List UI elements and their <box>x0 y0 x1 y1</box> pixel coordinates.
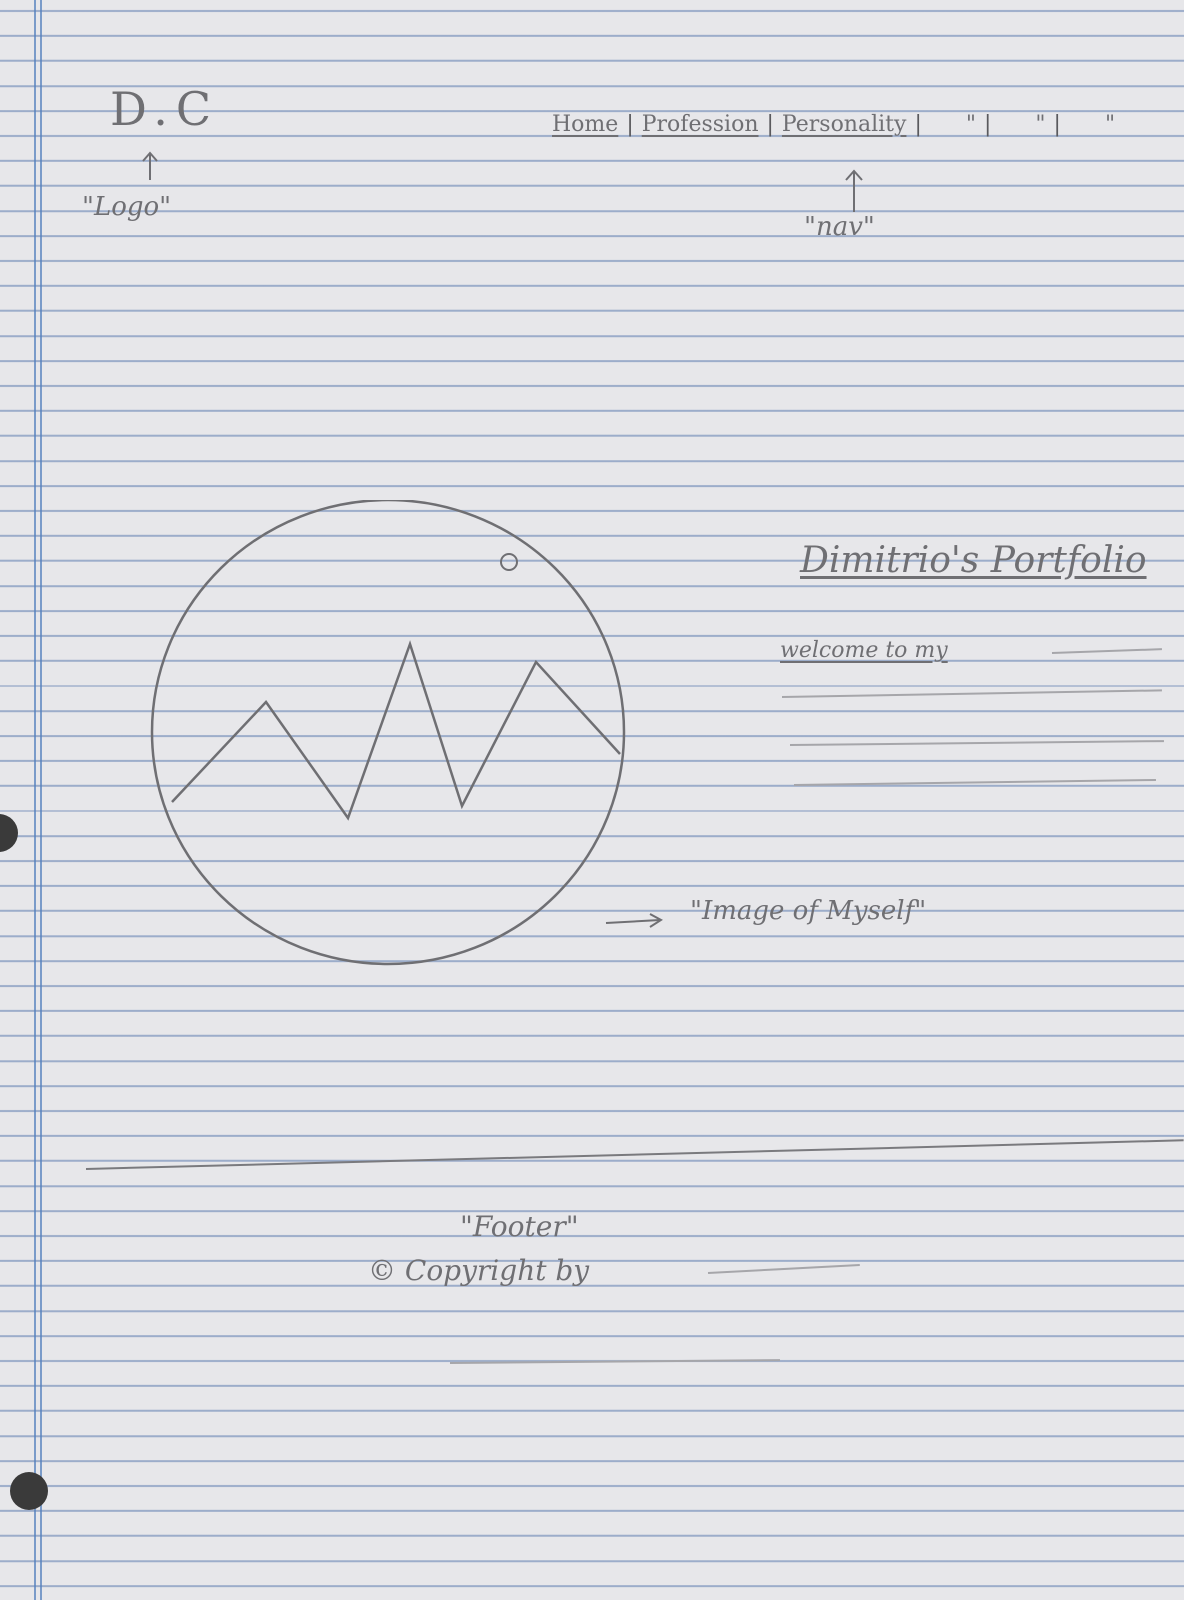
binder-hole <box>0 814 18 852</box>
nav-bar: Home | Profession | Personality | " | " | " <box>548 112 1119 137</box>
footer-divider <box>85 1139 1184 1170</box>
text-placeholder-line <box>793 778 1156 786</box>
up-arrow-icon <box>845 169 863 212</box>
logo[interactable]: D.C <box>110 82 220 136</box>
nav-item-placeholder[interactable]: " <box>1035 112 1046 137</box>
hero-intro-text: welcome to my <box>780 638 948 663</box>
text-placeholder-line <box>789 740 1164 746</box>
up-arrow-icon <box>142 151 158 180</box>
text-placeholder-line <box>449 1359 780 1364</box>
binder-hole <box>10 1472 48 1510</box>
nav-item-profession[interactable]: Profession <box>641 112 759 137</box>
margin-line <box>40 0 42 1600</box>
image-annotation: "Image of Myself" <box>690 896 927 926</box>
nav-item-home[interactable]: Home <box>552 112 619 137</box>
nav-item-placeholder[interactable]: " <box>965 112 976 137</box>
nav-annotation: "nav" <box>804 212 875 242</box>
logo-annotation: "Logo" <box>82 192 172 222</box>
hero-title: Dimitrio's Portfolio <box>800 540 1147 581</box>
nav-item-personality[interactable]: Personality <box>781 112 907 137</box>
nav-item-placeholder[interactable]: " <box>1104 112 1116 137</box>
footer-annotation: "Footer" <box>460 1210 579 1243</box>
text-placeholder-line <box>1051 648 1162 654</box>
text-placeholder-line <box>781 689 1162 698</box>
profile-image-placeholder <box>150 500 626 966</box>
margin-line <box>34 0 36 1600</box>
copyright-text: © Copyright by <box>368 1254 590 1287</box>
text-placeholder-line <box>707 1264 860 1274</box>
right-arrow-icon <box>605 913 663 928</box>
